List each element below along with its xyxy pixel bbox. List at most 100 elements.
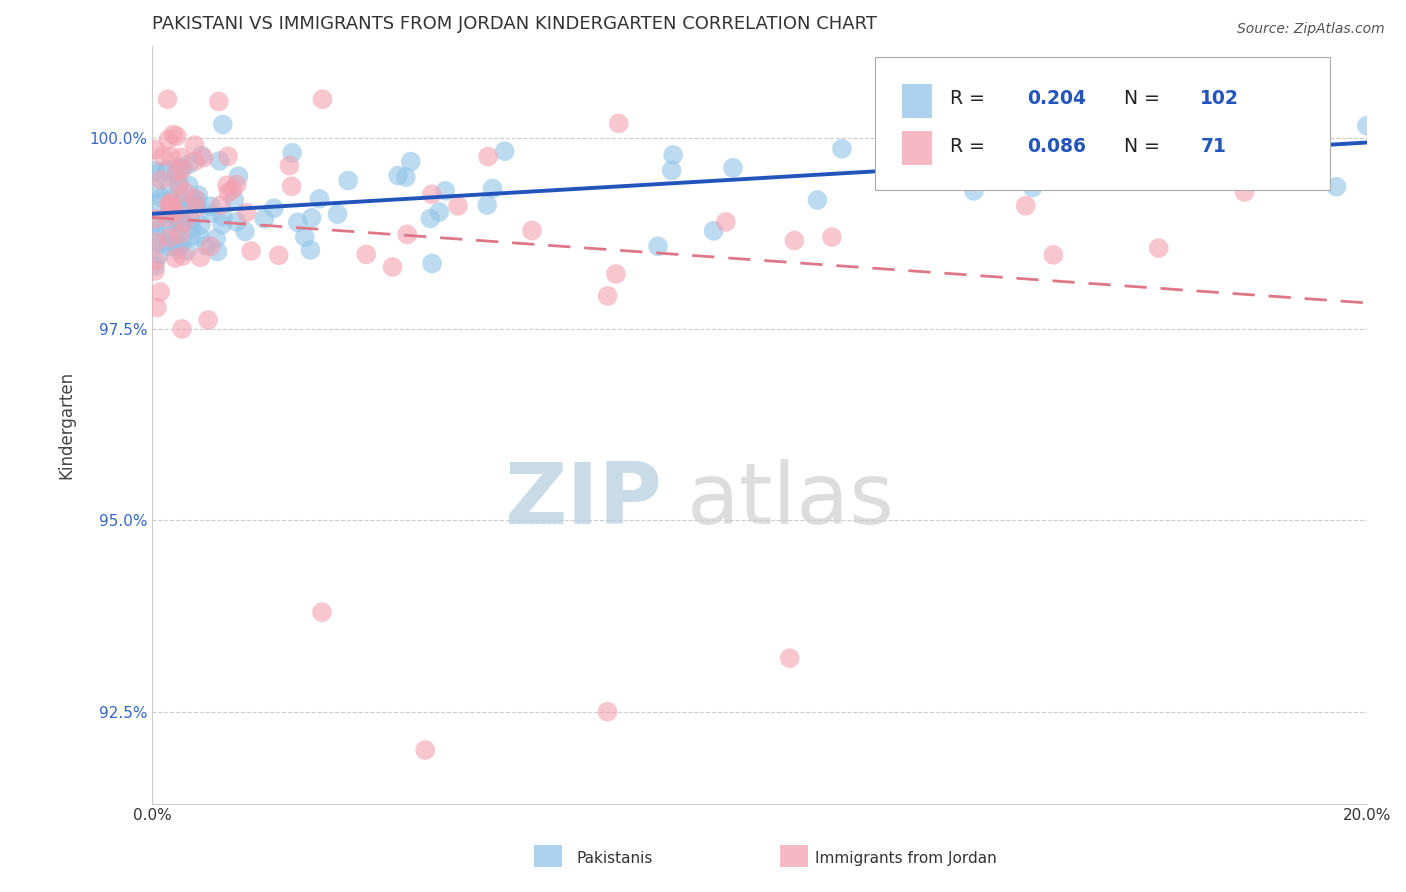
Point [167,176,190,190]
Point [494,145,516,159]
Point [172,249,194,263]
Point [1355,119,1378,133]
Point [419,211,441,226]
FancyBboxPatch shape [875,57,1330,190]
Point [188,230,211,244]
Point [806,193,828,207]
Point [152,149,174,163]
Point [162,128,184,142]
Point [145,235,167,249]
Point [177,178,200,193]
Point [162,202,184,216]
Point [165,251,187,265]
Point [481,181,503,195]
Point [181,194,204,208]
Point [287,215,309,229]
Text: Immigrants from Jordan: Immigrants from Jordan [815,851,997,865]
Point [143,219,166,234]
Point [596,705,619,719]
Point [821,230,844,244]
Point [434,184,457,198]
Point [183,138,205,153]
Point [1308,123,1330,137]
Point [831,142,853,156]
Point [1234,161,1257,175]
Point [170,217,193,231]
Point [218,186,240,200]
Point [399,154,422,169]
Point [200,199,222,213]
Point [211,218,233,232]
Point [197,313,219,327]
Point [149,285,172,299]
Point [281,145,304,160]
Point [143,164,166,178]
Point [149,173,172,187]
Point [166,129,188,144]
Point [184,153,207,168]
Point [149,165,172,179]
Point [224,193,246,207]
Point [146,228,169,243]
Point [253,211,276,226]
Point [280,179,302,194]
Point [783,234,806,248]
Point [146,301,169,315]
Point [173,192,195,206]
Point [299,243,322,257]
Point [447,199,470,213]
Point [308,192,330,206]
Point [190,218,212,232]
Point [337,173,360,187]
Point [184,201,207,215]
Point [184,192,207,206]
Point [163,197,186,211]
Point [235,205,257,219]
Point [167,178,190,193]
Point [172,235,194,250]
Point [160,204,183,219]
Point [294,230,316,244]
Point [607,116,630,130]
Text: atlas: atlas [686,459,894,542]
Point [180,213,202,227]
Point [420,187,443,202]
Point [662,148,685,162]
Point [311,605,333,619]
Point [156,211,179,225]
Point [427,205,450,219]
Point [267,248,290,262]
Point [208,95,231,109]
Point [143,264,166,278]
Point [212,210,235,224]
Text: 71: 71 [1201,137,1226,156]
Point [278,159,301,173]
Point [903,120,925,134]
FancyBboxPatch shape [901,131,932,165]
Point [193,151,215,165]
Point [395,169,418,184]
Point [475,198,498,212]
Point [326,207,349,221]
Point [176,244,198,258]
Point [159,230,181,244]
Point [166,164,188,178]
Point [396,227,419,242]
Text: 102: 102 [1201,89,1239,108]
Point [1161,124,1184,138]
Point [596,289,619,303]
Point [955,143,977,157]
Point [714,215,737,229]
Point [1233,185,1256,199]
Point [200,239,222,253]
Y-axis label: Kindergarten: Kindergarten [58,370,75,479]
Point [157,208,180,222]
Point [207,244,229,259]
Point [1015,199,1038,213]
Text: Source: ZipAtlas.com: Source: ZipAtlas.com [1237,22,1385,37]
Point [520,223,543,237]
Text: PAKISTANI VS IMMIGRANTS FROM JORDAN KINDERGARTEN CORRELATION CHART: PAKISTANI VS IMMIGRANTS FROM JORDAN KIND… [152,15,877,33]
Point [172,216,194,230]
Text: R =: R = [950,89,991,108]
Point [190,148,212,162]
